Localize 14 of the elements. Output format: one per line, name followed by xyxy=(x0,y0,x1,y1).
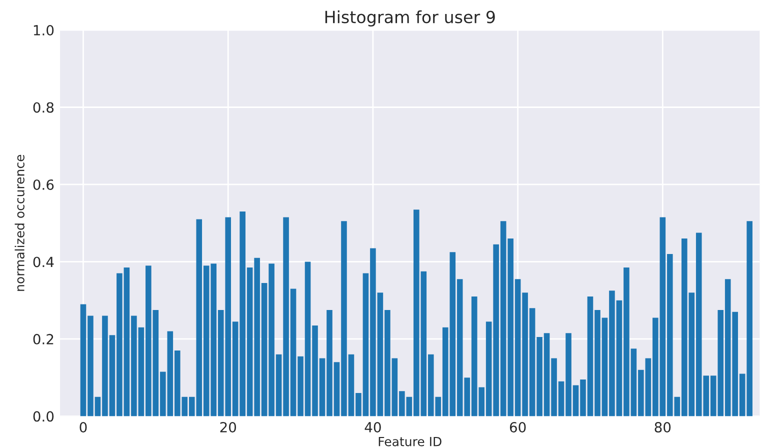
y-tick-label: 0.0 xyxy=(33,411,54,422)
y-tick-label: 1.0 xyxy=(34,24,54,36)
x-tick-label: 40 xyxy=(364,422,381,432)
x-tick-label: 80 xyxy=(654,422,671,432)
y-tick-label: 0.8 xyxy=(33,102,54,113)
x-tick-label: 20 xyxy=(220,422,236,432)
y-axis-title: normalized occurence xyxy=(14,154,24,291)
x-axis-title: Feature ID xyxy=(378,436,442,446)
y-tick-label: 0.2 xyxy=(33,334,54,344)
y-tick-label: 0.6 xyxy=(33,179,54,190)
y-tick-label: 0.4 xyxy=(33,256,54,268)
chart-title: Histogram for user 9 xyxy=(325,10,495,27)
x-tick-label: 60 xyxy=(510,422,526,432)
x-tick-label: 0 xyxy=(80,422,87,432)
